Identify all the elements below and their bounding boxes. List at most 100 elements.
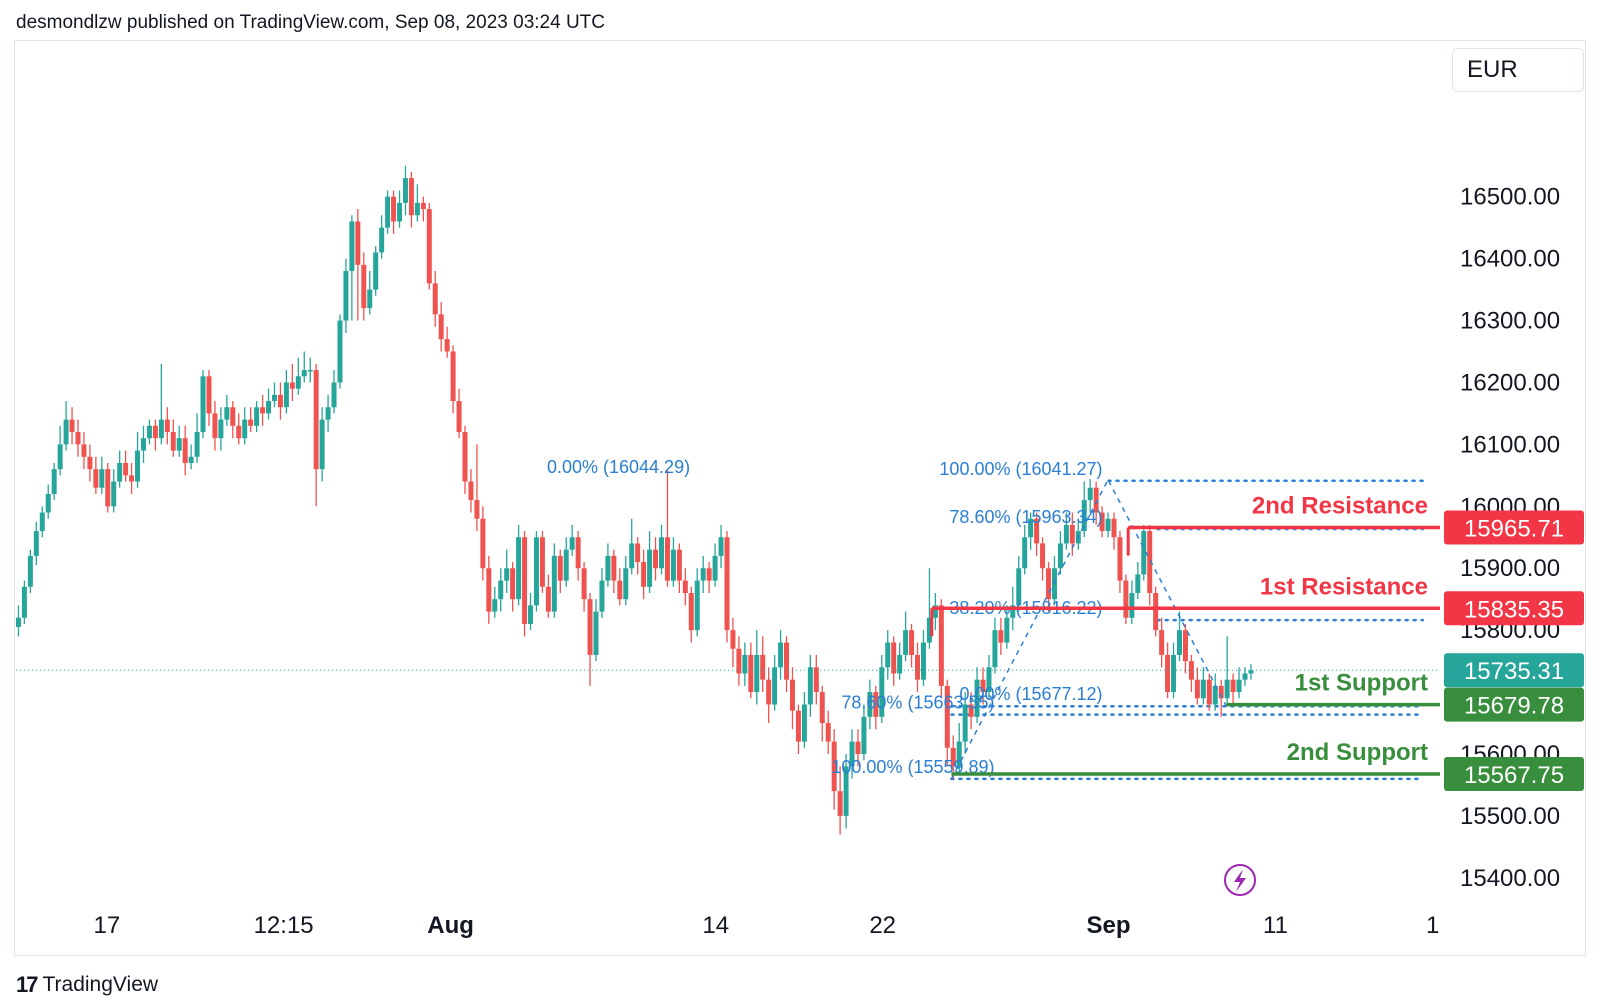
candle-body [373, 252, 379, 290]
candle-body [301, 370, 307, 377]
candle-body [1141, 531, 1147, 575]
candle-body [266, 401, 272, 414]
candle-body [968, 704, 974, 717]
candle-body [242, 419, 248, 439]
candle-body [789, 679, 795, 711]
candle-body [551, 555, 557, 612]
candle-body [218, 419, 224, 439]
candle-body [1069, 524, 1075, 544]
candle-body [206, 376, 212, 414]
candle-body [1159, 630, 1165, 655]
candle-body [629, 543, 635, 569]
candle-body [164, 419, 170, 432]
y-tick-label: 16300.00 [1460, 308, 1560, 335]
candle-body [486, 568, 492, 612]
candle-body [974, 679, 980, 717]
candle-body [135, 450, 141, 482]
fib-label: 100.00% (15559.89) [831, 757, 994, 777]
candle-body [212, 413, 218, 439]
candle-body [170, 432, 176, 451]
candle-body [1224, 679, 1230, 699]
candle-body [926, 617, 932, 643]
candle-body [504, 568, 510, 581]
currency-selector[interactable]: EUR [1452, 48, 1584, 92]
candle-body [176, 438, 182, 451]
candle-body [891, 642, 897, 674]
y-tick-label: 15900.00 [1460, 555, 1560, 582]
candle-body [623, 568, 629, 600]
candle-body [81, 444, 87, 457]
candle-body [807, 667, 813, 705]
candle-body [307, 370, 313, 372]
candle-body [15, 617, 21, 628]
key-level-label: 1st Support [1295, 670, 1428, 697]
candle-body [385, 196, 391, 228]
candle-body [1016, 568, 1022, 606]
candle-body [581, 568, 587, 600]
candle-body [349, 221, 355, 271]
candle-body [897, 654, 903, 674]
candlesticks [15, 165, 1254, 835]
candle-body [593, 611, 599, 655]
candle-body [1165, 654, 1171, 693]
candle-body [510, 568, 516, 600]
candle-body [635, 543, 641, 563]
candle-body [271, 394, 277, 402]
fib-diagonals [950, 478, 1228, 780]
candle-body [158, 419, 164, 439]
candle-body [760, 654, 766, 680]
candle-body [420, 202, 426, 210]
key-level-label: 1st Resistance [1260, 573, 1428, 600]
candle-body [414, 202, 420, 216]
candle-body [1093, 487, 1099, 513]
candle-body [837, 791, 843, 816]
candle-body [1087, 487, 1093, 501]
y-tick-label: 16100.00 [1460, 431, 1560, 458]
candle-body [647, 549, 653, 587]
candle-body [605, 555, 611, 581]
y-tick-label: 16200.00 [1460, 369, 1560, 396]
current-price: 15735.31 [16, 653, 1584, 688]
candle-body [778, 642, 784, 668]
lightning-icon[interactable] [1224, 864, 1256, 896]
candle-body [355, 221, 361, 265]
candle-body [1046, 568, 1052, 600]
candle-body [611, 555, 617, 581]
candle-body [861, 716, 867, 754]
candle-body [742, 654, 748, 674]
candle-body [146, 425, 152, 439]
candle-body [1147, 531, 1153, 593]
price-tag-text: 15679.78 [1464, 693, 1564, 720]
candle-body [1040, 543, 1046, 569]
candle-body [688, 593, 694, 631]
x-tick-label: 11 [1263, 912, 1288, 939]
candle-body [57, 444, 63, 470]
candle-body [980, 679, 986, 693]
candle-body [277, 394, 283, 408]
candle-body [909, 630, 915, 655]
fib-labels: 0.00% (16044.29) 100.00% (16041.27) 78.60%… [547, 457, 1103, 777]
candle-body [123, 462, 129, 476]
candle-body [99, 469, 105, 488]
candle-body [468, 481, 474, 501]
candle-body [1063, 524, 1069, 544]
candle-body [599, 580, 605, 612]
candle-body [1117, 537, 1123, 581]
footer-brand[interactable]: 17 TradingView [16, 972, 158, 998]
x-tick-label: Aug [427, 912, 474, 939]
candle-body [1236, 679, 1242, 693]
candle-body [194, 432, 200, 457]
y-tick-label: 16500.00 [1460, 184, 1560, 211]
x-tick-label: 14 [702, 912, 729, 939]
candle-body [224, 407, 230, 420]
candle-body [391, 196, 397, 222]
candle-body [700, 568, 706, 581]
tradingview-logo-icon: 17 [16, 972, 39, 997]
candle-body [313, 370, 319, 470]
candle-body [295, 376, 301, 389]
x-tick-label: 12:15 [254, 912, 314, 939]
price-tag-text: 15965.71 [1464, 516, 1564, 543]
candle-body [474, 500, 480, 519]
candle-body [522, 537, 528, 624]
